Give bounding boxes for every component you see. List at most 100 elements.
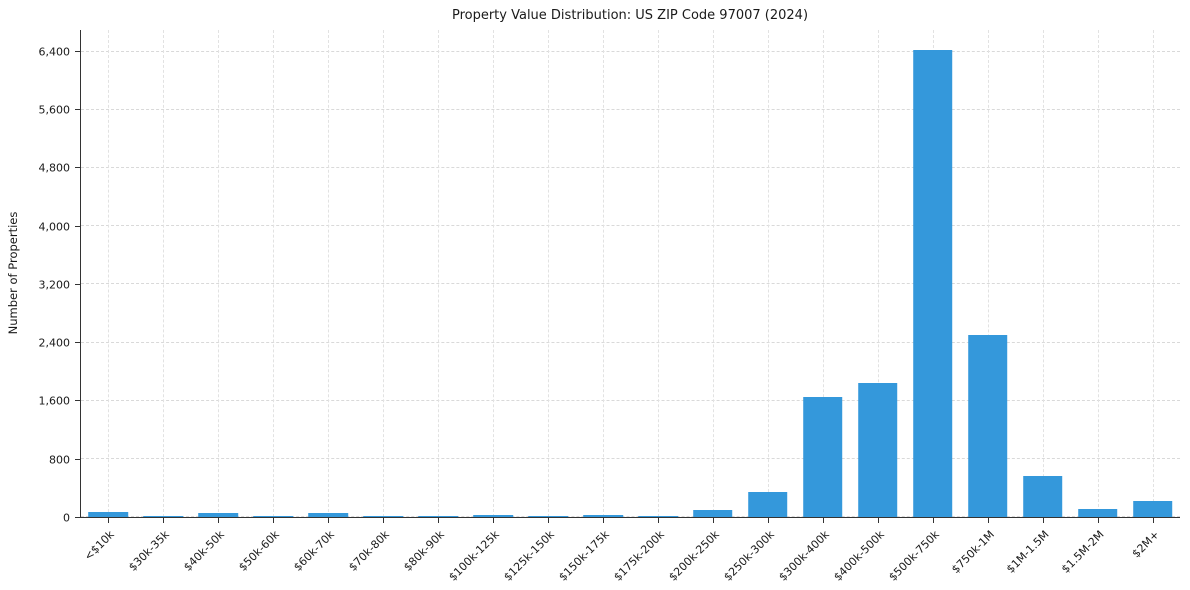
y-tick-mark (75, 109, 80, 111)
bar (638, 516, 678, 517)
bar (583, 515, 623, 517)
bar (418, 516, 458, 517)
gridline-vertical (877, 30, 879, 517)
gridline-horizontal (81, 457, 1180, 459)
x-tick-mark (1097, 518, 1099, 523)
bar (1077, 509, 1118, 517)
bar (308, 513, 349, 517)
y-tick-label: 1,600 (38, 394, 71, 408)
y-axis-ticks: 0 800 1,600 2,400 3,200 4,000 4,800 5,600 6,400 (0, 30, 80, 525)
gridline-vertical (603, 30, 605, 517)
gridline-vertical (163, 30, 165, 517)
x-tick-mark (877, 518, 879, 523)
gridline-horizontal (81, 167, 1180, 169)
x-tick-mark (327, 518, 329, 523)
gridline-horizontal (81, 341, 1180, 343)
y-tick-label: 4,800 (38, 161, 71, 175)
x-tick-mark (1152, 518, 1154, 523)
chart-title: Property Value Distribution: US ZIP Code… (451, 8, 809, 23)
plot-area (80, 30, 1180, 518)
x-tick-label: $175k-200k (611, 528, 667, 584)
gridline-vertical (657, 30, 659, 517)
x-tick-mark (1042, 518, 1044, 523)
x-tick-mark (547, 518, 549, 523)
x-tick-label: $400k-500k (831, 528, 887, 584)
y-tick-mark (75, 50, 80, 52)
gridline-horizontal (81, 516, 1180, 517)
bar (912, 50, 953, 517)
x-tick-label: $60k-70k (290, 528, 337, 574)
gridline-vertical (1152, 30, 1154, 517)
x-tick-label: $200k-250k (666, 528, 722, 584)
gridline-vertical (438, 30, 440, 517)
gridline-horizontal (81, 225, 1180, 227)
y-tick-mark (75, 458, 80, 460)
y-tick-mark (75, 283, 80, 285)
y-tick-mark (75, 400, 80, 402)
bar (198, 513, 239, 517)
x-tick-mark (437, 518, 439, 523)
y-tick-label: 0 (63, 511, 70, 525)
gridline-horizontal (81, 108, 1180, 110)
gridline-vertical (767, 30, 769, 517)
bar (967, 334, 1008, 517)
bar (693, 510, 733, 517)
bar (857, 383, 898, 517)
gridline-vertical (383, 30, 385, 517)
x-tick-mark (492, 518, 494, 523)
x-tick-mark (107, 518, 109, 523)
x-tick-mark (932, 518, 934, 523)
bar (88, 511, 129, 517)
x-tick-mark (162, 518, 164, 523)
gridline-horizontal (81, 283, 1180, 285)
x-axis-ticks: <$10k $30k-35k $40k-50k $50k-60k $60k-70k $70… (80, 518, 1180, 590)
gridline-vertical (822, 30, 824, 517)
y-tick-mark (75, 167, 80, 169)
bar (143, 516, 184, 517)
x-tick-label: $100k-125k (446, 528, 502, 584)
y-tick-mark (75, 342, 80, 344)
x-tick-mark (987, 518, 989, 523)
x-tick-label: <$10k (81, 528, 117, 564)
bar (473, 515, 513, 517)
x-tick-mark (767, 518, 769, 523)
bar (1022, 476, 1063, 517)
gridline-vertical (1042, 30, 1044, 517)
gridline-vertical (328, 30, 330, 517)
bar (1132, 501, 1173, 517)
x-tick-label: $1M-1.5M (1003, 528, 1052, 576)
gridline-vertical (548, 30, 550, 517)
x-tick-label: $300k-400k (776, 528, 832, 584)
bar (363, 516, 403, 517)
x-tick-label: $80k-90k (400, 528, 447, 574)
bar (528, 516, 568, 517)
x-tick-label: $500k-750k (886, 528, 942, 584)
x-tick-label: $70k-80k (345, 528, 392, 574)
x-tick-label: $125k-150k (501, 528, 557, 584)
gridline-horizontal (81, 50, 1180, 52)
x-tick-mark (822, 518, 824, 523)
gridline-vertical (108, 30, 110, 517)
gridline-vertical (493, 30, 495, 517)
bar (748, 491, 788, 517)
x-tick-label: $150k-175k (556, 528, 612, 584)
y-tick-mark (75, 225, 80, 227)
gridline-vertical (218, 30, 220, 517)
gridline-horizontal (81, 399, 1180, 401)
y-tick-label: 4,000 (38, 220, 71, 234)
x-tick-mark (272, 518, 274, 523)
gridline-vertical (273, 30, 275, 517)
bar (803, 397, 843, 517)
gridline-vertical (987, 30, 989, 517)
x-tick-label: $2M+ (1129, 528, 1162, 561)
x-tick-label: $30k-35k (125, 528, 172, 574)
x-tick-mark (657, 518, 659, 523)
y-tick-label: 5,600 (38, 103, 71, 117)
bar (253, 516, 294, 517)
x-tick-mark (217, 518, 219, 523)
y-tick-mark (75, 517, 80, 518)
gridline-vertical (712, 30, 714, 517)
x-tick-label: $40k-50k (180, 528, 227, 574)
x-tick-label: $1.5M-2M (1058, 528, 1107, 576)
